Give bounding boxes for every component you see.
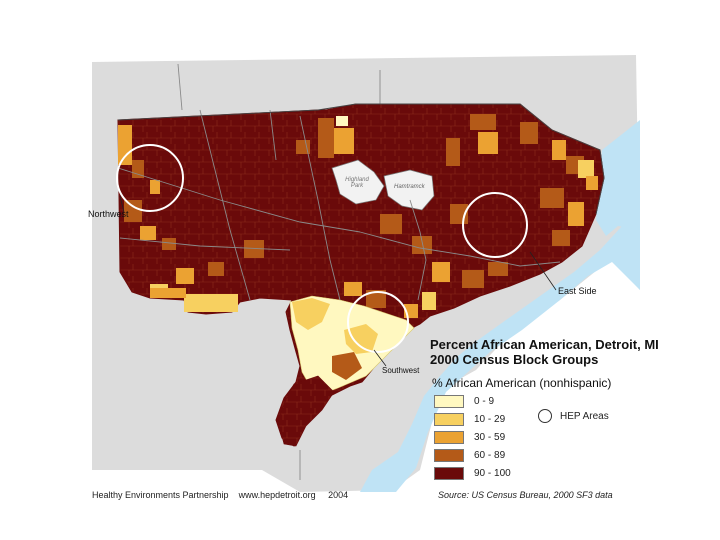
northwest-light-band-2 <box>150 288 186 298</box>
northwest-light-band <box>184 294 238 312</box>
legend-label: 10 - 29 <box>474 413 506 425</box>
legend-swatch <box>434 394 464 408</box>
downtown-patch <box>344 324 378 354</box>
river-yellow <box>422 292 436 310</box>
legend-label: 0 - 9 <box>474 395 495 407</box>
legend-label: 60 - 89 <box>474 449 506 461</box>
northwest-leader <box>119 195 125 213</box>
map-title-line1: Percent African American, Detroit, MI <box>430 337 659 352</box>
map-title-line2: 2000 Census Block Groups <box>430 352 599 367</box>
lake-st-clair <box>596 120 640 236</box>
legend-item-60-89: 60 - 89 <box>434 448 505 462</box>
hep-circle-east <box>462 192 528 258</box>
hep-areas-legend: HEP Areas <box>538 409 609 423</box>
legend-swatch <box>434 466 464 480</box>
hamtramck-label: Hamtramck <box>394 184 425 190</box>
legend-item-90-100: 90 - 100 <box>434 466 511 480</box>
hep-areas-label: HEP Areas <box>560 410 609 422</box>
highland-park-label: Highland Park <box>345 177 369 189</box>
legend-title: % African American (nonhispanic) <box>432 376 612 390</box>
southwest-orange-patch <box>332 352 362 380</box>
hep-circle-southwest <box>347 291 409 353</box>
highland-park-enclave <box>331 159 385 205</box>
source-note: Source: US Census Bureau, 2000 SF3 data <box>438 490 613 500</box>
legend-swatch <box>434 412 464 426</box>
northwest-label: Northwest <box>88 209 129 219</box>
hep-circle-northwest <box>116 144 184 212</box>
legend-swatch <box>434 448 464 462</box>
southwest-tail <box>277 375 335 447</box>
eastside-leader <box>529 251 557 291</box>
east-side-label: East Side <box>558 286 597 296</box>
legend-item-10-29: 10 - 29 <box>434 412 505 426</box>
mid-patches <box>118 114 598 308</box>
southwest-leader <box>373 349 387 367</box>
legend-label: 90 - 100 <box>474 467 511 479</box>
footer-credit: Healthy Environments Partnership www.hep… <box>92 490 349 500</box>
hep-circle-icon <box>538 409 552 423</box>
legend-label: 30 - 59 <box>474 431 506 443</box>
legend-item-0-9: 0 - 9 <box>434 394 494 408</box>
hamtramck-enclave <box>383 169 435 211</box>
roads <box>117 63 561 480</box>
detroit-river <box>360 180 640 492</box>
city-boundary <box>117 103 605 215</box>
southwest-yellow-patch <box>292 298 330 330</box>
legend-item-30-59: 30 - 59 <box>434 430 505 444</box>
legend-swatch <box>434 430 464 444</box>
southwest-label: Southwest <box>382 366 420 375</box>
